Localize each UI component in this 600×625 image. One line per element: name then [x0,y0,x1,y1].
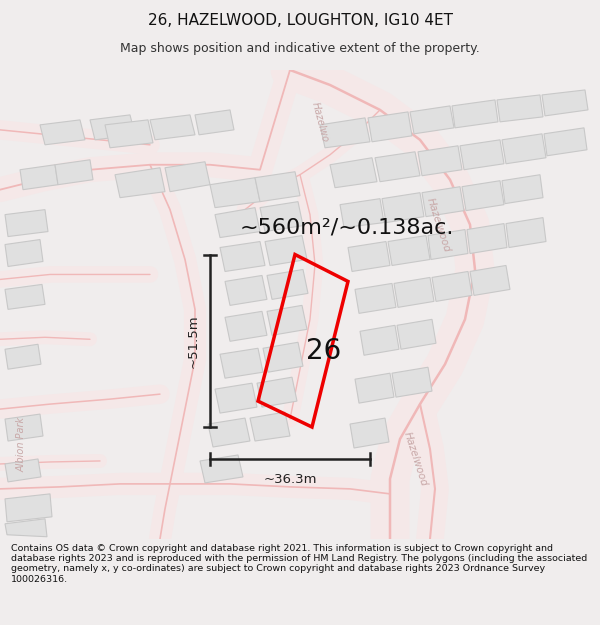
Polygon shape [397,319,436,349]
Polygon shape [355,283,396,313]
Polygon shape [90,115,135,140]
Text: Hazelwo: Hazelwo [310,101,330,143]
Polygon shape [255,172,300,202]
Polygon shape [502,175,543,204]
Text: ~560m²/~0.138ac.: ~560m²/~0.138ac. [240,217,454,238]
Polygon shape [382,192,424,222]
Polygon shape [250,412,290,441]
Polygon shape [5,494,52,522]
Polygon shape [428,229,468,259]
Polygon shape [220,348,263,378]
Polygon shape [260,202,303,232]
Polygon shape [394,278,434,308]
Text: Hazelwood: Hazelwood [424,196,452,253]
Polygon shape [257,377,297,407]
Polygon shape [220,241,265,271]
Polygon shape [422,187,464,217]
Polygon shape [388,236,430,266]
Polygon shape [105,120,153,148]
Polygon shape [150,115,195,140]
Polygon shape [506,217,546,248]
Polygon shape [225,311,267,341]
Polygon shape [5,239,43,266]
Polygon shape [20,165,58,189]
Polygon shape [195,110,234,135]
Polygon shape [460,140,504,170]
Polygon shape [410,106,454,134]
Polygon shape [470,266,510,296]
Text: Contains OS data © Crown copyright and database right 2021. This information is : Contains OS data © Crown copyright and d… [11,544,587,584]
Text: ~51.5m: ~51.5m [187,314,200,368]
Polygon shape [418,146,462,176]
Polygon shape [542,90,588,116]
Polygon shape [5,519,47,537]
Polygon shape [5,344,41,369]
Text: 26: 26 [305,337,341,365]
Text: Albion Park: Albion Park [17,416,27,472]
Polygon shape [5,209,48,236]
Polygon shape [5,459,41,482]
Polygon shape [115,168,165,198]
Text: ~36.3m: ~36.3m [263,473,317,486]
Polygon shape [210,177,260,208]
Polygon shape [225,276,267,306]
Polygon shape [330,158,377,188]
Polygon shape [208,418,250,447]
Polygon shape [263,342,303,372]
Polygon shape [200,455,243,483]
Polygon shape [392,368,432,397]
Polygon shape [320,118,370,148]
Polygon shape [360,326,399,355]
Polygon shape [467,224,507,254]
Polygon shape [350,418,389,448]
Polygon shape [497,95,543,122]
Polygon shape [5,284,45,309]
Polygon shape [452,100,498,128]
Polygon shape [375,152,420,182]
Polygon shape [267,306,307,335]
Polygon shape [462,181,504,211]
Polygon shape [340,199,384,228]
Polygon shape [215,383,257,413]
Polygon shape [265,236,307,266]
Polygon shape [5,414,43,441]
Polygon shape [355,373,394,403]
Polygon shape [502,134,546,164]
Polygon shape [368,112,412,142]
Text: 26, HAZELWOOD, LOUGHTON, IG10 4ET: 26, HAZELWOOD, LOUGHTON, IG10 4ET [148,12,452,28]
Polygon shape [40,120,85,145]
Polygon shape [544,128,587,156]
Polygon shape [348,241,390,271]
Polygon shape [55,160,93,185]
Text: Map shows position and indicative extent of the property.: Map shows position and indicative extent… [120,42,480,55]
Polygon shape [267,269,308,299]
Polygon shape [432,271,472,301]
Text: Hazelwood: Hazelwood [401,431,428,488]
Polygon shape [165,162,210,192]
Polygon shape [215,208,260,238]
